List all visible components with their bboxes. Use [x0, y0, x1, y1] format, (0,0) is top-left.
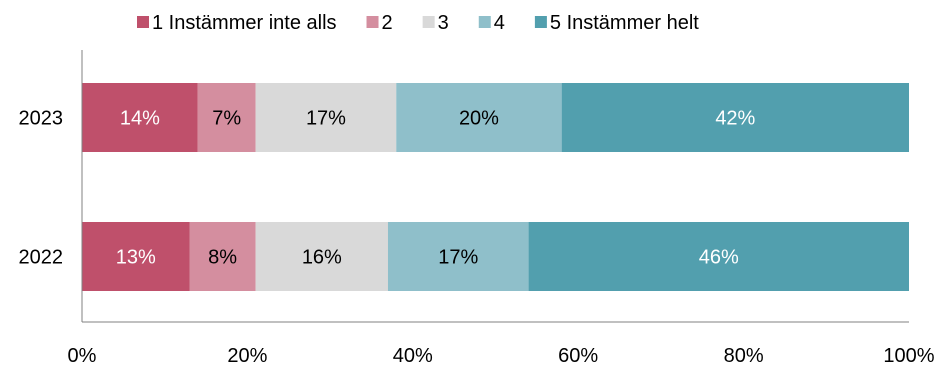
bar-segment-2022-series-1 — [82, 222, 190, 291]
data-label-2023-series-3: 17% — [306, 108, 346, 130]
legend-label-series-3: 3 — [438, 12, 449, 34]
legend-swatch-series-3 — [422, 16, 435, 28]
data-label-2022-series-3: 16% — [302, 247, 342, 269]
category-label-2022: 2022 — [19, 247, 64, 269]
category-label-2023: 2023 — [19, 108, 64, 130]
data-label-2023-series-5: 42% — [715, 108, 755, 130]
plot-area: 14% 7% 17% 20% 42% 13% 8% 16% 17% 46% — [82, 83, 909, 291]
data-label-2022-series-4: 17% — [438, 247, 478, 269]
x-tick-label-20: 20% — [227, 345, 267, 365]
bar-segment-2022-series-4 — [387, 222, 529, 291]
bar-segment-2022-series-2 — [189, 222, 256, 291]
bar-segment-2023-series-1 — [82, 83, 198, 152]
legend-label-series-5: 5 Instämmer helt — [550, 12, 699, 34]
bar-segment-2022-series-3 — [255, 222, 388, 291]
bar-segment-2023-series-4 — [396, 83, 562, 152]
bar-segment-2023-series-2 — [197, 83, 256, 152]
data-label-2022-series-1: 13% — [116, 247, 156, 269]
data-label-2023-series-1: 14% — [120, 108, 160, 130]
axes: 2023 2022 0% 20% 40% 60% 80% 100% — [19, 50, 935, 365]
data-label-2022-series-2: 8% — [208, 247, 237, 269]
bar-segment-2022-series-5 — [528, 222, 909, 291]
legend-swatch-series-4 — [478, 16, 491, 28]
legend-swatch-series-1 — [137, 16, 149, 28]
x-tick-label-40: 40% — [393, 345, 433, 365]
data-label-2023-series-2: 7% — [212, 108, 241, 130]
x-tick-label-0: 0% — [68, 345, 97, 365]
legend-label-series-4: 4 — [494, 12, 505, 34]
legend-swatch-series-5 — [534, 16, 547, 28]
legend-label-series-1: 1 Instämmer inte alls — [152, 12, 337, 34]
x-tick-label-80: 80% — [724, 345, 764, 365]
data-label-2022-series-5: 46% — [699, 247, 739, 269]
bar-segment-2023-series-5 — [561, 83, 909, 152]
bar-segment-2023-series-3 — [255, 83, 397, 152]
x-tick-label-60: 60% — [558, 345, 598, 365]
legend-label-series-2: 2 — [382, 12, 393, 34]
data-label-2023-series-4: 20% — [459, 108, 499, 130]
legend: 1 Instämmer inte alls 2 3 4 5 Instämmer helt — [137, 12, 699, 34]
x-tick-label-100: 100% — [883, 345, 934, 365]
legend-swatch-series-2 — [366, 16, 379, 28]
